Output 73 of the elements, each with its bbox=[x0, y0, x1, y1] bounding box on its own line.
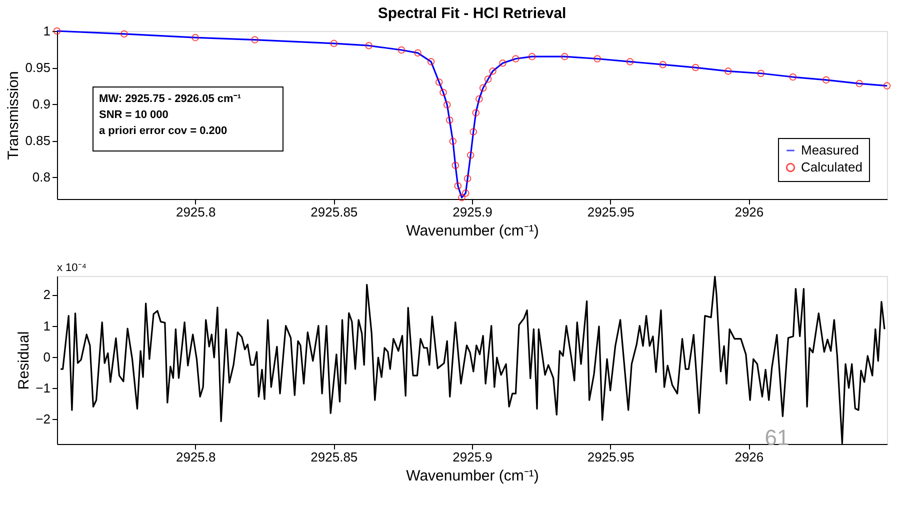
point bbox=[365, 42, 372, 50]
point bbox=[692, 64, 700, 72]
point bbox=[443, 101, 451, 108]
point bbox=[822, 76, 830, 84]
x-tick-label: 2925.8 bbox=[176, 450, 216, 464]
annotation: a priori error cov = 0.200 bbox=[99, 125, 228, 137]
point bbox=[883, 82, 891, 90]
annotation: SNR = 10 000 bbox=[99, 109, 168, 121]
legend-label: Calculated bbox=[801, 160, 862, 174]
y-tick-label: −2 bbox=[36, 412, 50, 427]
legend-label: Measured bbox=[801, 142, 859, 158]
point bbox=[120, 30, 128, 38]
annotation: 61 bbox=[764, 425, 790, 450]
point bbox=[449, 138, 457, 145]
y-axis-title: Transmission bbox=[5, 71, 22, 160]
point bbox=[561, 52, 568, 60]
point bbox=[454, 182, 462, 190]
chart-title: Spectral Fit - HCl Retrieval bbox=[378, 5, 566, 22]
y-tick-label: 0 bbox=[43, 349, 50, 364]
line-series bbox=[56, 30, 888, 198]
point bbox=[458, 194, 466, 202]
x-tick-label: 2926 bbox=[734, 204, 764, 220]
point bbox=[594, 55, 601, 62]
y-tick-label: 1 bbox=[43, 24, 50, 38]
y-tick-label: 0.8 bbox=[32, 170, 50, 185]
point bbox=[512, 55, 520, 62]
x-tick-label: 2925.9 bbox=[452, 204, 492, 220]
text: x 10⁻⁴ bbox=[57, 262, 87, 274]
x-tick-label: 2925.95 bbox=[587, 204, 634, 220]
line-series bbox=[60, 276, 886, 444]
point bbox=[464, 174, 472, 182]
annotation: MW: 2925.75 - 2926.05 cm⁻¹ bbox=[99, 93, 242, 105]
x-tick-label: 2925.85 bbox=[310, 450, 358, 464]
point bbox=[470, 128, 478, 136]
x-tick-label: 2925.8 bbox=[176, 204, 216, 220]
y-tick-label: 2 bbox=[43, 287, 50, 302]
point bbox=[626, 58, 634, 66]
point bbox=[462, 190, 470, 197]
y-tick-label: 0.9 bbox=[32, 96, 50, 112]
x-tick-label: 2925.85 bbox=[310, 204, 358, 220]
point bbox=[251, 36, 258, 44]
point bbox=[484, 76, 492, 83]
point bbox=[724, 68, 732, 75]
point bbox=[489, 68, 496, 75]
point bbox=[528, 52, 536, 60]
x-tick-label: 2926 bbox=[734, 450, 764, 464]
point bbox=[398, 46, 406, 54]
y-tick-label: −1 bbox=[36, 380, 50, 396]
point bbox=[476, 95, 483, 103]
y-tick-label: 0.85 bbox=[25, 133, 50, 148]
point bbox=[466, 152, 474, 159]
x-tick-label: 2925.95 bbox=[587, 450, 634, 464]
x-axis-title: Wavenumber (cm⁻¹) bbox=[406, 468, 539, 484]
point bbox=[472, 109, 480, 116]
point bbox=[479, 84, 487, 92]
x-tick-label: 2925.9 bbox=[452, 450, 492, 464]
point bbox=[435, 78, 443, 86]
point bbox=[789, 73, 797, 81]
point bbox=[192, 34, 199, 42]
point bbox=[499, 59, 506, 67]
y-tick-label: 0.95 bbox=[25, 60, 50, 76]
y-tick-label: 1 bbox=[43, 318, 50, 334]
point bbox=[414, 49, 422, 57]
point bbox=[757, 70, 764, 78]
point bbox=[452, 162, 460, 170]
point bbox=[427, 58, 435, 66]
point bbox=[856, 80, 863, 88]
point bbox=[659, 60, 667, 68]
x-axis-title: Wavenumber (cm⁻¹) bbox=[406, 222, 539, 240]
point bbox=[440, 88, 447, 96]
point bbox=[330, 40, 338, 48]
point bbox=[446, 116, 454, 124]
y-axis-title: Residual bbox=[16, 331, 33, 390]
